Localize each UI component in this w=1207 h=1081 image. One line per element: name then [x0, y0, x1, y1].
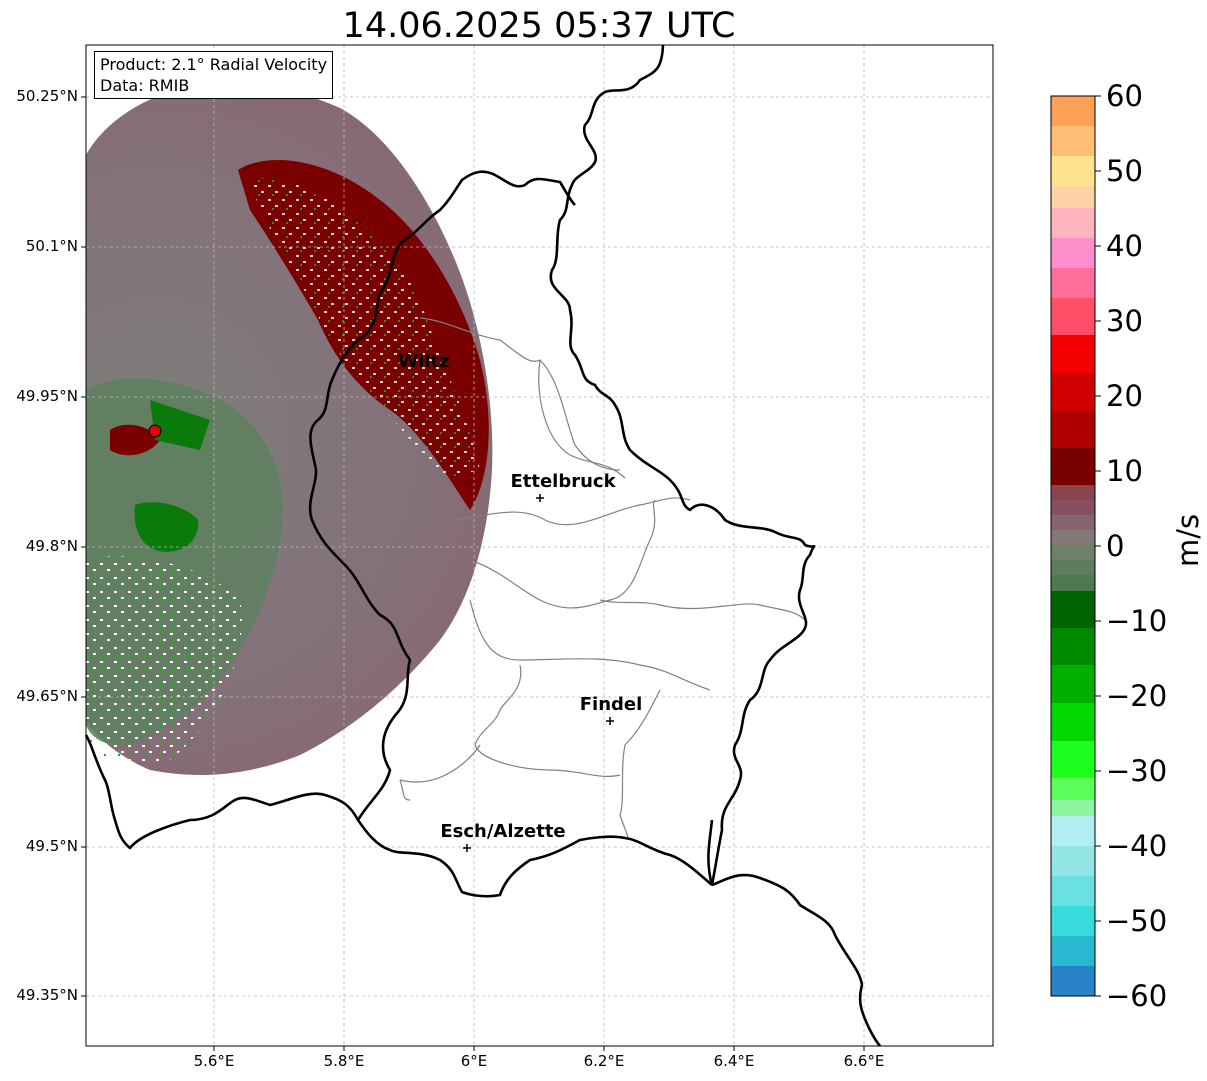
lat-tick-label: 49.5°N [25, 837, 78, 855]
colorbar-tick-label: 10 [1106, 454, 1143, 488]
city-label-wiltz: Wiltz [398, 351, 450, 372]
city-markers [463, 494, 614, 852]
plot-area [86, 83, 493, 776]
colorbar-tick-label: 50 [1106, 154, 1143, 188]
product-label: Product: 2.1° Radial Velocity [100, 55, 328, 74]
lon-tick-label: 5.6°E [193, 1052, 235, 1070]
lon-tick-label: 6.6°E [843, 1052, 885, 1070]
city-label-ettelbruck: Ettelbruck [510, 471, 616, 492]
colorbar-unit-label: m/s [1171, 513, 1205, 567]
lon-tick-label: 6°E [460, 1052, 488, 1070]
data-source-label: Data: RMIB [100, 76, 190, 95]
lat-tick-label: 49.8°N [25, 537, 78, 555]
lon-tick-label: 6.2°E [583, 1052, 625, 1070]
canton-boundaries [399, 317, 806, 839]
lon-tick-label: 5.8°E [323, 1052, 365, 1070]
colorbar-tick-label: −50 [1106, 904, 1168, 938]
colorbar-tick-label: −60 [1106, 979, 1168, 1013]
lat-tick-label: 50.25°N [16, 87, 78, 105]
colorbar-tick-label: 0 [1106, 529, 1125, 563]
national-borders [84, 44, 882, 1047]
radar-site-marker [148, 424, 162, 438]
colorbar-tick-label: −40 [1106, 829, 1168, 863]
radar-site-velocity [110, 424, 160, 456]
lat-tick-label: 50.1°N [25, 237, 78, 255]
colorbar [1050, 95, 1101, 997]
lon-tick-label: 6.4°E [713, 1052, 755, 1070]
colorbar-tick-label: 40 [1106, 229, 1143, 263]
plot-frame [85, 44, 994, 1047]
city-label-findel: Findel [579, 694, 643, 715]
outbound-core [134, 502, 199, 552]
colorbar-tick-label: 30 [1106, 304, 1143, 338]
graticule [86, 45, 993, 1046]
lat-tick-label: 49.65°N [16, 687, 78, 705]
colorbar-tick-label: −20 [1106, 679, 1168, 713]
lat-tick-label: 49.95°N [16, 387, 78, 405]
colorbar-tick-label: 60 [1106, 79, 1143, 113]
colorbar-tick-label: 20 [1106, 379, 1143, 413]
map-title: 14.06.2025 05:37 UTC [342, 6, 736, 46]
colorbar-tick-label: −30 [1106, 754, 1168, 788]
tick-marks [81, 96, 865, 1051]
info-box: Product: 2.1° Radial Velocity Data: RMIB [94, 51, 334, 99]
lat-tick-label: 49.35°N [16, 986, 78, 1004]
colorbar-tick-label: −10 [1106, 604, 1168, 638]
city-label-esch-alzette: Esch/Alzette [440, 821, 566, 842]
